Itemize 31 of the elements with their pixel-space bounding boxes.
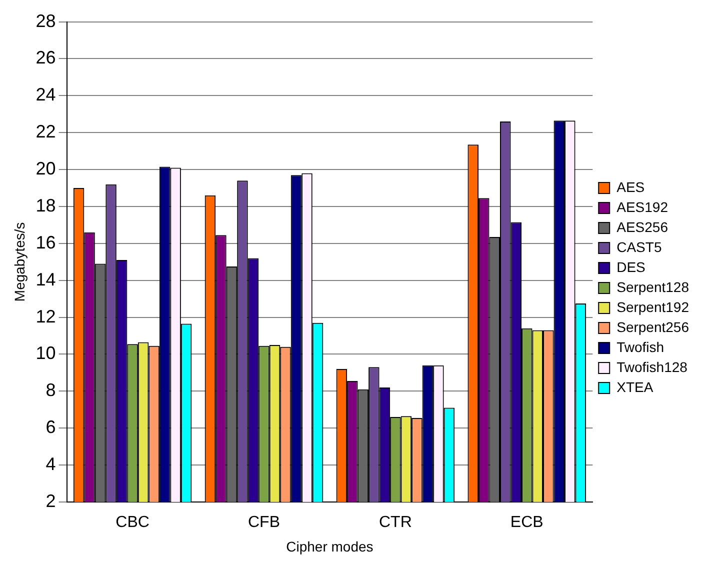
y-tick-label: 10 xyxy=(36,343,56,364)
y-axis-title: Megabytes/s xyxy=(11,222,28,302)
x-axis-title: Cipher modes xyxy=(286,538,374,554)
legend-label: Serpent128 xyxy=(616,278,690,295)
y-tick-label: 6 xyxy=(46,417,56,438)
x-tick-label: ECB xyxy=(510,514,544,532)
legend-label: Serpent256 xyxy=(616,318,690,335)
x-tick-label: CBC xyxy=(116,514,150,532)
x-tick-label: CTR xyxy=(378,514,412,532)
y-tick-label: 16 xyxy=(36,232,56,252)
y-tick-label: 18 xyxy=(36,195,56,216)
legend-label: Twofish128 xyxy=(616,358,688,375)
legend-label: AES256 xyxy=(616,218,668,235)
y-tick-label: 2 xyxy=(46,490,56,511)
y-tick-label: 24 xyxy=(36,84,56,105)
y-tick-label: 20 xyxy=(36,158,56,179)
legend-label: AES192 xyxy=(616,198,668,215)
y-tick-label: 28 xyxy=(36,10,56,31)
legend-label: XTEA xyxy=(616,378,654,395)
legend-label: AES xyxy=(616,178,645,195)
y-tick-label: 8 xyxy=(46,380,56,400)
y-tick-label: 22 xyxy=(36,122,56,142)
legend-label: DES xyxy=(616,258,646,275)
x-tick-label: CFB xyxy=(248,514,280,532)
legend-label: Serpent192 xyxy=(616,298,690,315)
legend-label: CAST5 xyxy=(616,238,662,255)
y-tick-label: 12 xyxy=(36,306,56,326)
y-tick-label: 26 xyxy=(36,48,56,68)
y-tick-label: 4 xyxy=(46,454,56,474)
y-tick-label: 14 xyxy=(36,269,56,290)
legend-label: Twofish xyxy=(616,338,664,355)
